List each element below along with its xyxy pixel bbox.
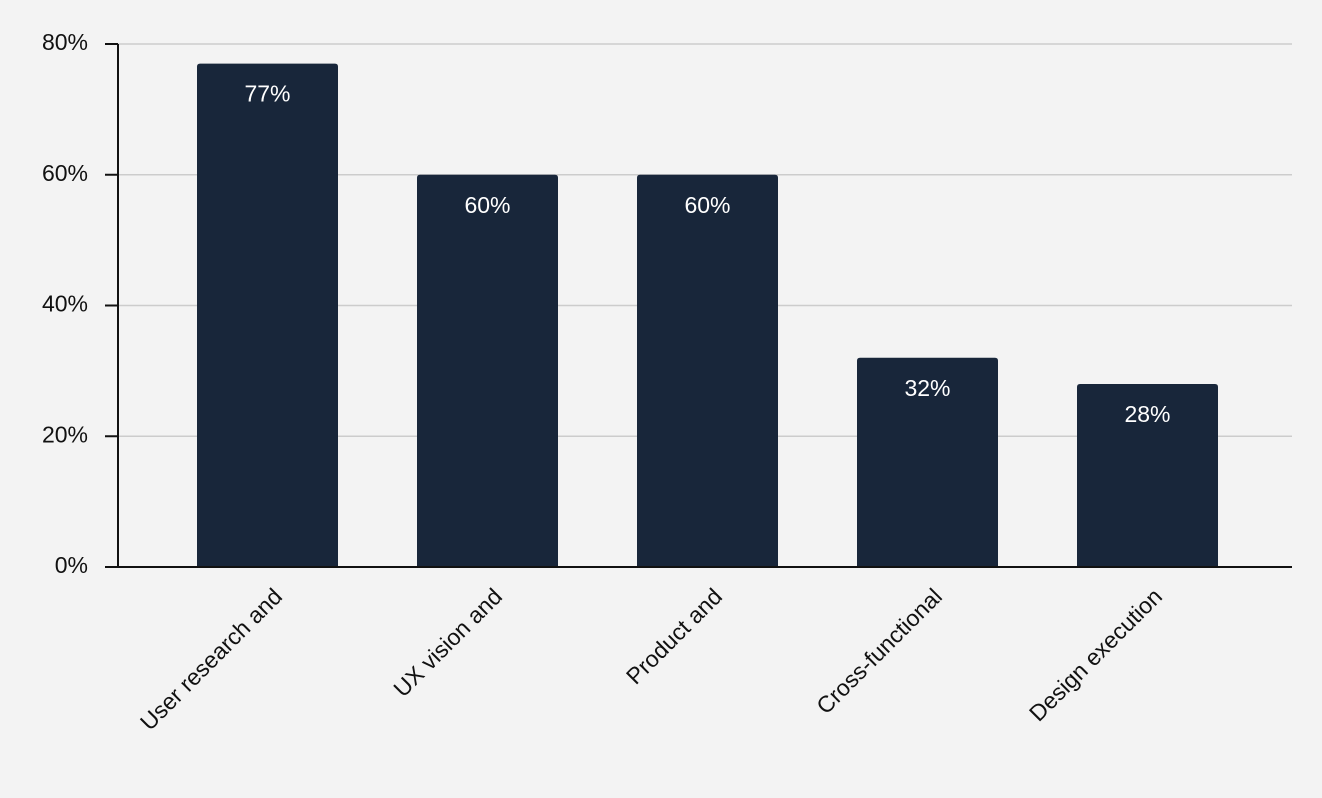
- y-tick-labels: 0% 20% 40% 60% 80%: [42, 29, 88, 578]
- bars: [197, 63, 1218, 568]
- y-tick-label: 20%: [42, 421, 88, 447]
- y-tick-label: 40%: [42, 291, 88, 317]
- data-label: 77%: [244, 81, 290, 107]
- data-label: 60%: [464, 192, 510, 218]
- axes: [105, 43, 1292, 568]
- y-tick-label: 60%: [42, 160, 88, 186]
- data-label: 28%: [1124, 401, 1170, 427]
- data-labels: 77% 60% 60% 32% 28%: [244, 81, 1170, 427]
- bar: [1077, 383, 1218, 567]
- bar: [857, 357, 998, 567]
- data-label: 60%: [684, 192, 730, 218]
- bar: [637, 174, 778, 567]
- data-label: 32%: [904, 375, 950, 401]
- bar: [197, 63, 338, 568]
- y-tick-label: 0%: [55, 552, 88, 578]
- bar: [417, 174, 558, 567]
- y-tick-label: 80%: [42, 29, 88, 55]
